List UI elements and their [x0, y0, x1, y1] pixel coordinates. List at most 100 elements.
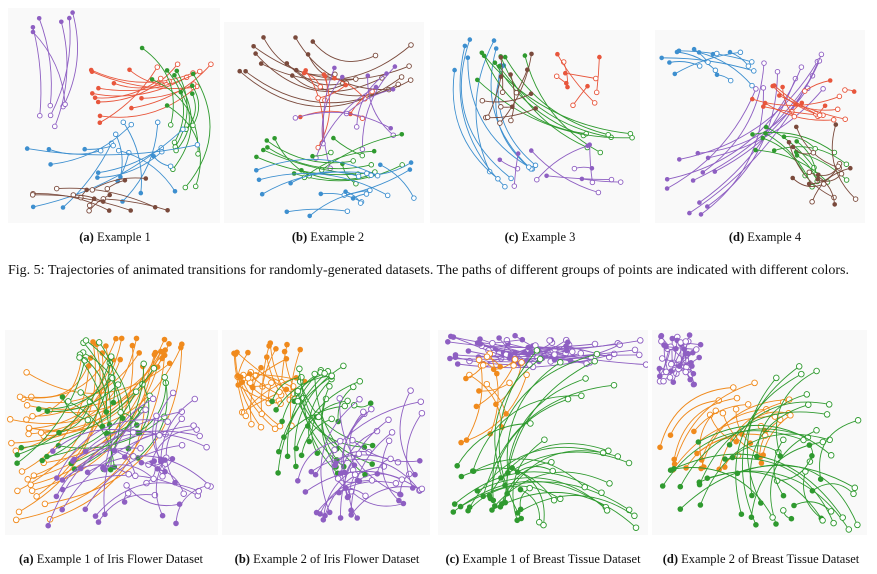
start-point: [337, 515, 344, 521]
trajectory-path: [478, 354, 640, 358]
end-point: [506, 379, 513, 387]
start-point: [467, 37, 473, 42]
end-point: [591, 100, 598, 106]
trajectory-path: [676, 51, 716, 71]
end-point: [363, 191, 370, 197]
trajectory-path: [454, 471, 602, 505]
end-point: [357, 200, 364, 206]
start-point: [833, 122, 839, 127]
start-point: [763, 124, 769, 130]
trajectory-path: [483, 55, 587, 135]
end-point: [595, 189, 602, 196]
end-point: [120, 119, 127, 125]
start-point: [777, 93, 782, 98]
end-point: [551, 351, 558, 358]
trajectory-path: [175, 91, 190, 151]
trajectory-path: [141, 47, 174, 126]
trajectory-path: [17, 341, 96, 492]
trajectory-path: [752, 95, 840, 106]
start-point: [473, 403, 480, 410]
trajectory-path: [524, 55, 601, 153]
trajectory-path: [775, 370, 817, 457]
start-point: [491, 38, 497, 43]
trajectory-path: [160, 398, 196, 462]
end-point: [150, 475, 157, 483]
start-point: [409, 485, 416, 491]
trajectory-path: [95, 482, 199, 517]
start-point: [780, 492, 787, 499]
start-point: [258, 61, 264, 66]
start-point: [189, 83, 195, 88]
start-point: [239, 379, 246, 385]
trajectory-path: [498, 66, 612, 138]
end-point: [64, 398, 72, 405]
end-point: [156, 432, 163, 439]
end-point: [795, 363, 803, 370]
start-point: [138, 190, 144, 196]
end-point: [107, 353, 115, 360]
start-point: [151, 154, 156, 159]
end-point: [787, 412, 794, 419]
end-point: [774, 68, 781, 75]
end-point: [662, 368, 670, 376]
start-point: [250, 384, 256, 391]
start-point: [817, 476, 824, 482]
start-point: [92, 95, 98, 101]
start-point: [667, 467, 674, 473]
end-point: [749, 59, 755, 65]
end-point: [813, 427, 820, 434]
end-point: [564, 395, 572, 403]
start-point: [254, 168, 259, 173]
end-point: [154, 119, 161, 126]
end-point: [483, 353, 491, 360]
trajectory-path: [530, 150, 599, 193]
trajectory-path: [47, 384, 119, 412]
fig6-subcaption-d: (d) Example 2 of Breast Tissue Dataset: [662, 552, 860, 566]
start-point: [448, 333, 454, 340]
start-point: [70, 458, 76, 464]
trajectory-path: [729, 401, 830, 446]
start-point: [354, 515, 360, 521]
start-point: [658, 332, 665, 339]
end-point: [123, 482, 130, 489]
start-point: [350, 196, 356, 201]
start-point: [243, 69, 248, 74]
start-point: [44, 453, 50, 460]
trajectory-path: [361, 66, 396, 150]
trajectory-path: [185, 93, 196, 130]
end-point: [28, 487, 36, 494]
trajectory-path: [297, 440, 341, 481]
start-point: [498, 74, 504, 79]
trajectory-path: [467, 57, 533, 170]
trajectory-path: [498, 350, 538, 519]
start-point: [162, 457, 168, 463]
end-point: [511, 183, 518, 189]
start-point: [691, 46, 697, 52]
trajectory-path: [350, 432, 393, 511]
trajectory-path: [99, 66, 158, 124]
trajectory-path: [700, 399, 790, 469]
trajectory-path: [166, 105, 201, 187]
start-point: [308, 468, 315, 475]
start-point: [705, 204, 710, 209]
start-point: [344, 494, 351, 501]
start-point: [763, 131, 768, 136]
trajectory-path: [295, 111, 391, 129]
start-point: [67, 15, 72, 21]
end-point: [350, 401, 358, 409]
start-point: [691, 428, 697, 435]
trajectory-plot-fig6a: [6, 335, 214, 529]
end-point: [190, 122, 196, 129]
end-point: [326, 383, 333, 390]
trajectory-path: [788, 142, 835, 198]
start-point: [87, 355, 94, 361]
trajectory-path: [350, 490, 404, 507]
trajectory-path: [315, 86, 377, 159]
trajectory-path: [499, 159, 518, 170]
start-point: [369, 461, 375, 467]
start-point: [133, 335, 140, 342]
start-point: [293, 35, 298, 40]
end-point: [578, 392, 585, 400]
end-point: [854, 521, 861, 529]
start-point: [378, 162, 383, 168]
